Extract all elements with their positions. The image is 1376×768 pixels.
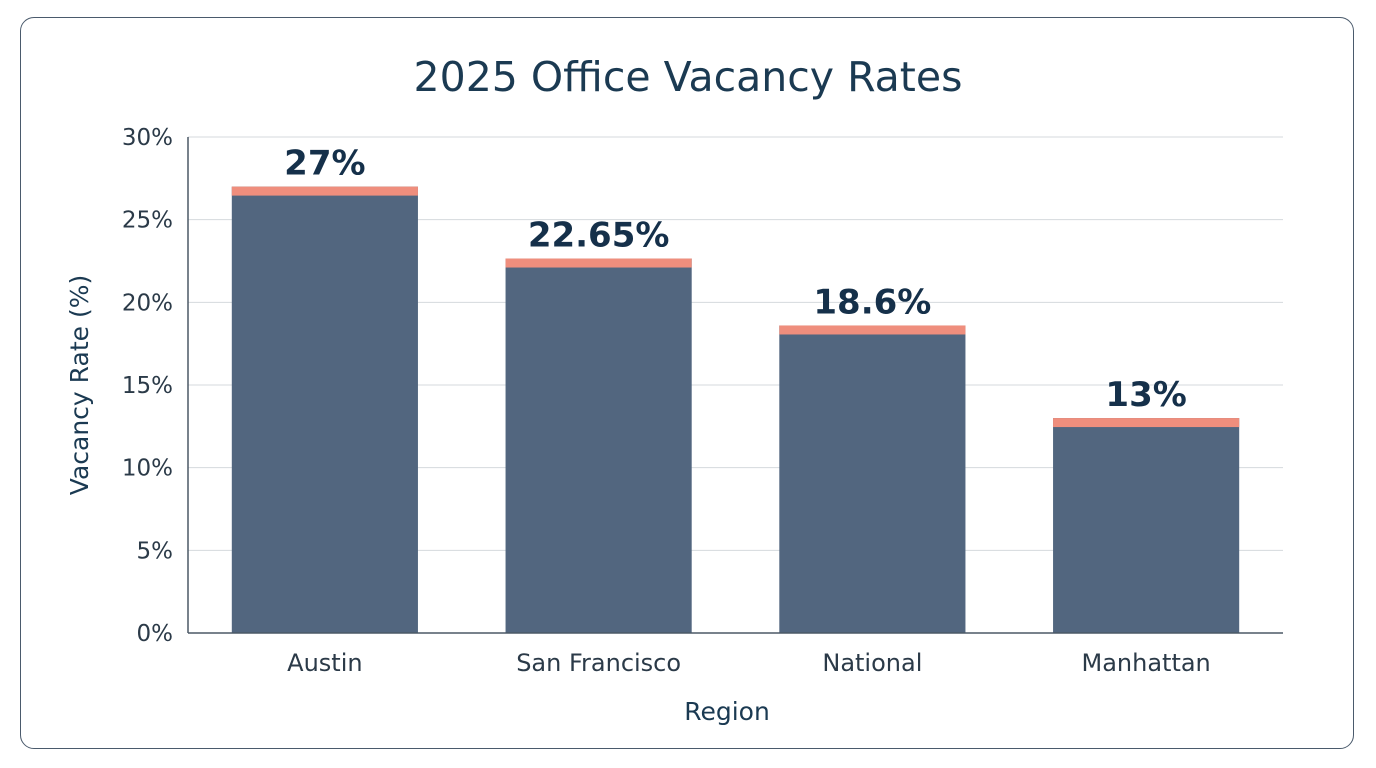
y-tick-label: 20% [122,290,173,316]
x-axis-title: Region [684,697,770,726]
y-tick-label: 0% [137,621,174,647]
chart-title: 2025 Office Vacancy Rates [414,53,963,101]
bar-cap [231,186,418,196]
bar [779,325,966,633]
bar-value-label: 22.65% [528,216,670,256]
x-tick-label: Manhattan [1081,649,1210,677]
bar-value-label: 18.6% [813,282,931,322]
bar-cap [1053,418,1240,428]
bar [505,258,692,633]
y-tick-label: 30% [122,125,173,151]
y-axis-ticks: 0% 5% 10% 15% 20% 25% 30% [122,125,173,647]
y-tick-label: 15% [122,373,173,399]
x-tick-label: Austin [287,649,362,677]
bar-value-label: 27% [284,144,365,184]
bars: 27% 22.65% 18.6% 13% [231,144,1240,633]
y-axis-title: Vacancy Rate (%) [65,275,94,495]
x-tick-label: National [822,649,922,677]
y-tick-label: 25% [122,208,173,234]
bar-cap [505,258,692,268]
bar-cap [779,325,966,335]
bar [231,186,418,633]
bar [1053,418,1240,633]
x-tick-label: San Francisco [516,649,681,677]
bar-value-label: 13% [1105,375,1186,415]
y-tick-label: 10% [122,456,173,482]
y-tick-label: 5% [137,538,174,564]
x-axis-categories: Austin San Francisco National Manhattan [287,649,1211,677]
